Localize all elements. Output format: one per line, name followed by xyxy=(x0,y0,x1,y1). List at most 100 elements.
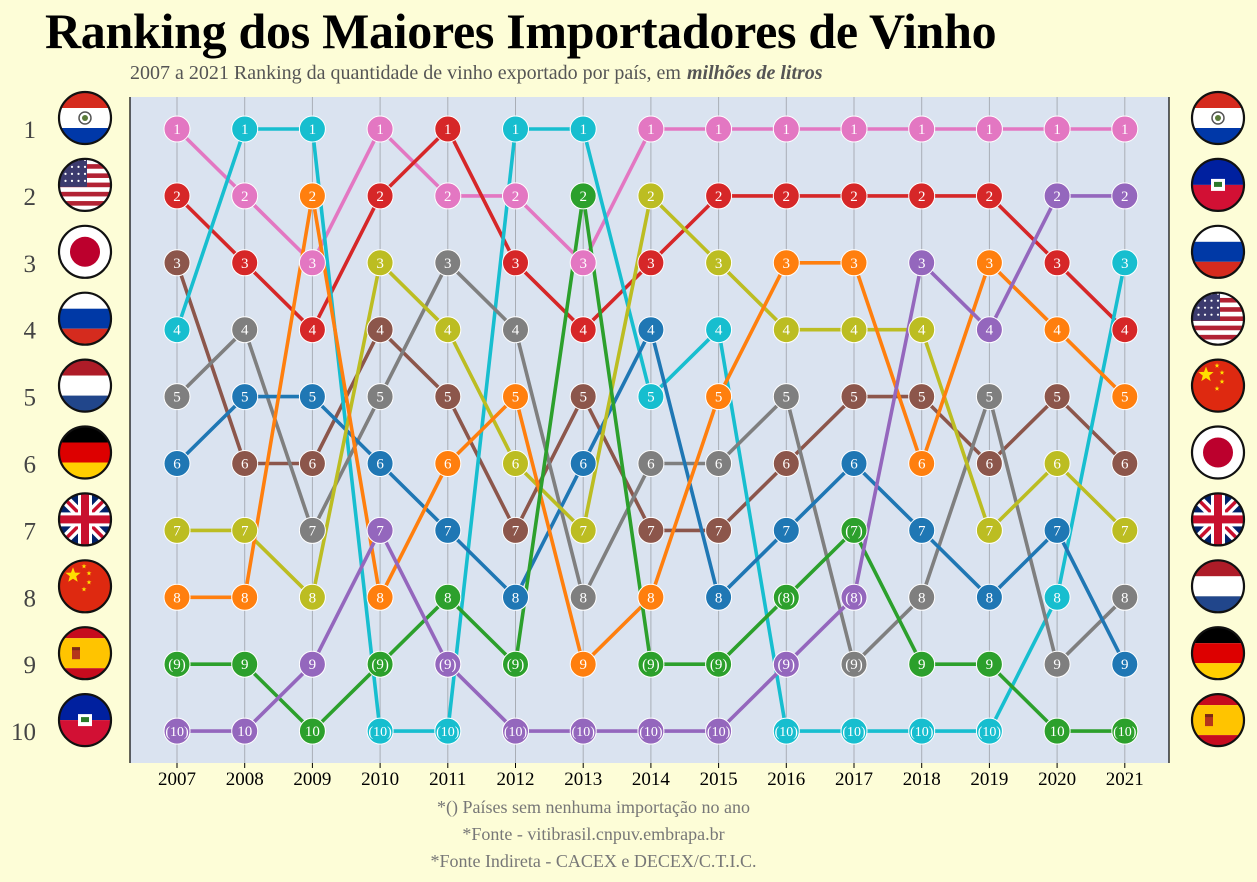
rank-marker-cyan-2020 xyxy=(1043,583,1071,611)
right-japan-flag-6 xyxy=(1190,425,1246,480)
x-tick-label-2012: 2012 xyxy=(497,769,535,790)
y-tick-label-1: 1 xyxy=(24,117,37,144)
rank-marker-purple-2016 xyxy=(772,650,800,678)
rank-label-blue-2011: 7 xyxy=(444,523,452,539)
rank-label-blue-2020: 7 xyxy=(1053,523,1061,539)
rank-marker-cyan-2021 xyxy=(1111,249,1139,277)
rank-marker-orange-2008 xyxy=(231,583,259,611)
rank-marker-orange-2017 xyxy=(840,249,868,277)
rank-marker-purple-2007 xyxy=(163,717,191,745)
rank-label-blue-2009: 5 xyxy=(309,390,317,406)
rank-label-green-2016: (8) xyxy=(778,590,796,606)
rank-marker-red-2007 xyxy=(163,182,191,210)
rank-marker-pink-2011 xyxy=(434,182,462,210)
rank-marker-pink-2008 xyxy=(231,182,259,210)
rank-marker-pink-2007 xyxy=(163,115,191,143)
rank-marker-blue-2021 xyxy=(1111,650,1139,678)
rank-label-blue-2010: 6 xyxy=(376,457,384,473)
rank-label-cyan-2012: 1 xyxy=(512,122,520,138)
rank-marker-blue-2007 xyxy=(163,450,191,477)
rank-label-green-2021: (10) xyxy=(1113,725,1137,740)
series-markers-olive: 7 7 8 3 4 6 7 2 3 4 4 4 7 6 7 xyxy=(163,182,1139,611)
rank-marker-gray-2007 xyxy=(163,383,191,411)
rank-label-purple-2016: (9) xyxy=(778,657,796,673)
rank-marker-cyan-2010 xyxy=(366,717,394,745)
rank-label-cyan-2016: (10) xyxy=(775,725,799,740)
rank-marker-red-2011 xyxy=(434,115,462,143)
rank-label-green-2011: 8 xyxy=(444,590,452,606)
rank-marker-blue-2010 xyxy=(366,450,394,477)
rank-label-blue-2019: 8 xyxy=(986,590,994,606)
rank-marker-green-2015 xyxy=(705,650,733,678)
rank-marker-cyan-2013 xyxy=(569,115,597,143)
rank-label-olive-2007: 7 xyxy=(173,523,181,539)
rank-marker-blue-2019 xyxy=(975,583,1003,611)
y-tick-label-8: 8 xyxy=(24,585,37,612)
rank-label-cyan-2017: (10) xyxy=(842,725,866,740)
rank-label-olive-2018: 4 xyxy=(918,323,926,339)
rank-marker-olive-2017 xyxy=(840,316,868,344)
rank-marker-olive-2008 xyxy=(231,516,259,544)
rank-label-cyan-2013: 1 xyxy=(579,122,587,138)
rank-marker-cyan-2008 xyxy=(231,115,259,143)
rank-label-green-2015: (9) xyxy=(710,657,728,673)
subtitle-unit: milhões de litros xyxy=(687,62,823,84)
rank-marker-red-2018 xyxy=(908,182,936,210)
rank-label-pink-2008: 2 xyxy=(241,189,249,205)
rank-label-gray-2018: 8 xyxy=(918,590,926,606)
x-tick-label-2008: 2008 xyxy=(226,769,264,790)
rank-label-green-2007: (9) xyxy=(168,657,186,673)
rank-marker-purple-2021 xyxy=(1111,182,1139,210)
rank-marker-green-2012 xyxy=(502,650,529,678)
rank-marker-orange-2012 xyxy=(502,383,529,411)
rank-marker-gray-2020 xyxy=(1043,650,1071,678)
rank-marker-brown-2018 xyxy=(908,383,936,411)
rank-label-red-2016: 2 xyxy=(783,189,791,205)
rank-marker-olive-2012 xyxy=(502,450,529,477)
rank-label-red-2009: 4 xyxy=(309,323,317,339)
rank-label-olive-2016: 4 xyxy=(783,323,791,339)
rank-label-gray-2007: 5 xyxy=(173,390,181,406)
rank-marker-green-2008 xyxy=(231,650,259,678)
rank-label-gray-2021: 8 xyxy=(1121,590,1129,606)
rank-marker-gray-2011 xyxy=(434,249,462,277)
rank-marker-purple-2018 xyxy=(908,249,936,277)
rank-marker-orange-2019 xyxy=(975,249,1003,277)
rank-marker-orange-2021 xyxy=(1111,383,1139,411)
rank-marker-brown-2009 xyxy=(298,450,326,477)
rank-marker-red-2010 xyxy=(366,182,394,210)
rank-marker-brown-2016 xyxy=(772,450,800,477)
rank-label-red-2020: 3 xyxy=(1053,256,1061,272)
rank-label-pink-2017: 1 xyxy=(850,122,858,138)
rank-label-olive-2012: 6 xyxy=(512,457,520,473)
rank-marker-cyan-2007 xyxy=(163,316,191,344)
rank-marker-pink-2012 xyxy=(502,182,529,210)
rank-label-gray-2015: 6 xyxy=(715,457,723,473)
chart-title: Ranking dos Maiores Importadores de Vinh… xyxy=(45,3,997,59)
rank-label-gray-2012: 4 xyxy=(512,323,520,339)
rank-label-cyan-2009: 1 xyxy=(309,122,317,138)
rank-label-blue-2016: 7 xyxy=(783,523,791,539)
rank-marker-orange-2007 xyxy=(163,583,191,611)
rank-label-brown-2011: 5 xyxy=(444,390,452,406)
rank-marker-red-2015 xyxy=(705,182,733,210)
rank-marker-brown-2011 xyxy=(434,383,462,411)
rank-label-blue-2007: 6 xyxy=(173,457,181,473)
rank-label-orange-2008: 8 xyxy=(241,590,249,606)
rank-label-orange-2018: 6 xyxy=(918,457,926,473)
rank-marker-brown-2019 xyxy=(975,450,1003,477)
rank-marker-purple-2008 xyxy=(231,717,259,745)
left-haiti-flag-10 xyxy=(57,692,113,748)
right-china-flag-5 xyxy=(1190,358,1246,413)
rank-label-gray-2019: 5 xyxy=(986,390,994,406)
rank-label-olive-2009: 8 xyxy=(309,590,317,606)
rank-label-cyan-2007: 4 xyxy=(173,323,181,339)
rank-marker-gray-2010 xyxy=(366,383,394,411)
left-netherlands-flag-5 xyxy=(57,358,113,413)
rank-marker-red-2008 xyxy=(231,249,259,277)
rank-label-blue-2013: 6 xyxy=(579,457,587,473)
rank-label-green-2018: 9 xyxy=(918,657,926,673)
rank-marker-purple-2017 xyxy=(840,583,868,611)
rank-marker-cyan-2018 xyxy=(908,717,936,745)
left-russia-flag-4 xyxy=(57,291,113,346)
